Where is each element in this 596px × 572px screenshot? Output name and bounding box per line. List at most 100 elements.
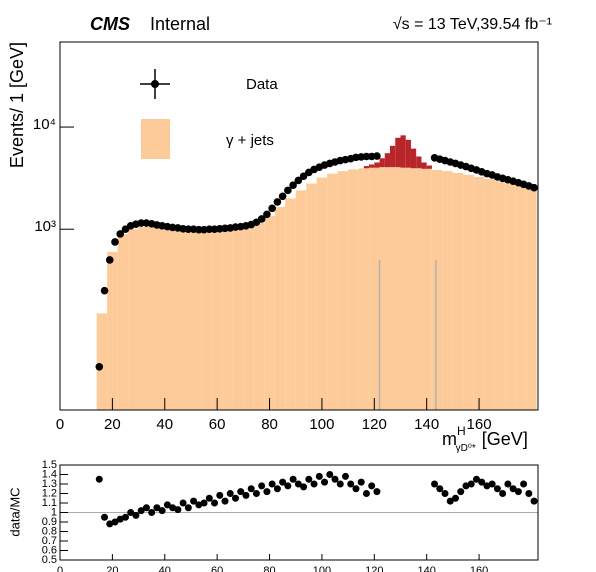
ratio-point <box>441 490 449 497</box>
ratio-point <box>310 480 318 488</box>
data-point <box>111 238 119 246</box>
ratio-point <box>289 475 297 483</box>
ratio-point <box>184 504 192 512</box>
mc-bar <box>96 313 108 410</box>
data-point <box>116 230 125 238</box>
ratio-point <box>321 478 329 486</box>
mc-bar <box>190 231 202 410</box>
mc-bar <box>526 188 537 410</box>
mc-bar <box>348 169 359 410</box>
signal-bar <box>410 148 417 169</box>
ratio-point <box>341 472 349 480</box>
data-point <box>362 152 371 161</box>
data-point <box>184 225 193 234</box>
x-title-sub: γD⁰* <box>456 443 476 454</box>
data-point <box>530 183 538 192</box>
ratio-point <box>142 504 150 512</box>
ratio-point <box>231 494 239 502</box>
signal-bar <box>374 162 380 168</box>
mc-bar <box>442 171 453 410</box>
y-tick-label: 1.2 <box>42 487 57 499</box>
data-point <box>100 286 109 295</box>
x-tick-label: 160 <box>467 416 492 433</box>
mc-bar <box>211 231 223 410</box>
ratio-point <box>190 497 198 505</box>
ratio-point <box>467 480 475 488</box>
y-axis-title: Events/ 1 [GeV] <box>7 42 27 168</box>
ratio-point <box>226 490 234 497</box>
x-tick-label: 80 <box>261 416 278 433</box>
y-tick-label: 10³ <box>34 218 56 235</box>
mc-bar <box>494 181 506 410</box>
ratio-point <box>101 513 109 521</box>
data-point <box>105 256 114 264</box>
mc-bar <box>473 176 485 410</box>
ratio-point <box>294 480 302 488</box>
ratio-point <box>163 501 171 509</box>
ratio-point <box>509 485 517 493</box>
y-tick-label: 1.5 <box>42 459 57 471</box>
y-tick-label: 0.7 <box>42 535 57 547</box>
ratio-point <box>326 471 334 478</box>
mc-bar <box>295 190 307 410</box>
mc-bar <box>390 167 401 410</box>
signal-bar <box>384 153 391 168</box>
plot-frame <box>59 464 539 561</box>
y-tick-label: 1.1 <box>42 497 57 509</box>
x-tick-label: 100 <box>309 416 334 433</box>
y-tick-label: 1.4 <box>42 468 57 480</box>
ratio-point <box>252 490 260 497</box>
ratio-point <box>242 491 250 499</box>
x-tick-label: 140 <box>418 565 436 572</box>
mc-bar <box>222 231 233 410</box>
mc-bar <box>316 177 328 410</box>
ratio-point <box>237 488 245 496</box>
signal-bar <box>395 137 401 168</box>
data-point <box>268 204 276 213</box>
legend-marker <box>151 80 159 88</box>
mc-bar <box>128 229 139 410</box>
mc-bar <box>369 167 380 410</box>
mc-bar <box>421 168 432 410</box>
ratio-point <box>158 507 166 515</box>
ratio-point <box>472 475 480 483</box>
mc-bar <box>358 168 370 410</box>
ratio-point <box>373 488 381 496</box>
ratio-point <box>331 475 339 483</box>
ratio-point <box>273 485 281 493</box>
data-point <box>95 363 104 371</box>
ratio-point <box>137 507 145 515</box>
ratio-point <box>525 490 533 497</box>
ratio-point <box>127 509 135 516</box>
mc-bar <box>201 231 212 410</box>
legend-label: Data <box>246 76 278 93</box>
x-tick-label: 80 <box>263 565 275 572</box>
lumi: √s = 13 TeV,39.54 fb⁻¹ <box>393 16 552 33</box>
signal-bar <box>390 145 396 168</box>
status: Internal <box>150 14 210 34</box>
data-point <box>205 225 214 234</box>
mc-bar <box>180 231 191 410</box>
y-tick-label: 0.9 <box>42 516 57 528</box>
legend-swatch <box>141 119 170 159</box>
x-tick-label: 140 <box>414 416 439 433</box>
x-tick-label: 20 <box>104 416 121 433</box>
data-point <box>195 225 203 234</box>
ratio-point <box>457 488 465 496</box>
ratio-point <box>216 491 224 499</box>
ratio-point <box>95 475 103 483</box>
x-tick-label: 20 <box>106 565 118 572</box>
data-point <box>278 192 287 201</box>
ratio-point <box>451 494 459 502</box>
mc-bar <box>463 174 474 410</box>
ratio-point <box>514 488 522 496</box>
plot-frame <box>59 41 539 411</box>
mc-bar <box>431 169 443 410</box>
ratio-point <box>279 478 287 486</box>
x-title-unit: [GeV] <box>482 429 528 449</box>
ratio-point <box>268 480 276 488</box>
ratio-point <box>153 504 161 512</box>
mc-bar <box>159 229 171 410</box>
mc-bar <box>264 215 275 410</box>
ratio-point <box>300 483 308 491</box>
